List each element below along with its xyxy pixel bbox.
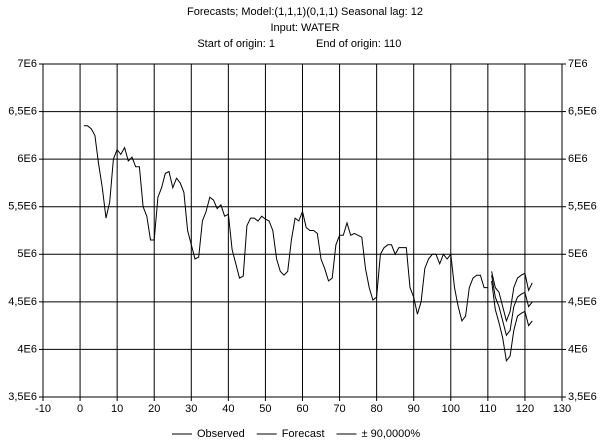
y2-tick-label: 6E6 <box>568 153 588 165</box>
x-tick-label: 130 <box>553 403 571 415</box>
y2-tick-label: 7E6 <box>568 58 588 70</box>
lower-bound-line <box>491 280 533 363</box>
legend-label: Observed <box>197 428 245 440</box>
x-tick-label: 90 <box>408 403 420 415</box>
y-tick-label: 6E6 <box>17 153 37 165</box>
y-tick-label: 4,5E6 <box>8 296 37 308</box>
y2-tick-label: 5,5E6 <box>568 201 597 213</box>
y-tick-label: 7E6 <box>17 58 37 70</box>
legend-label: ± 90,0000% <box>362 428 421 440</box>
x-tick-label: 80 <box>371 403 383 415</box>
x-tick-label: 120 <box>516 403 534 415</box>
y2-tick-label: 3,5E6 <box>568 391 597 403</box>
y2-tick-label: 4E6 <box>568 343 588 355</box>
chart-title: Forecasts; Model:(1,1,1)(0,1,1) Seasonal… <box>187 6 423 18</box>
x-tick-label: 110 <box>479 403 497 415</box>
plot-frame <box>42 63 563 398</box>
y-tick-label: 6,5E6 <box>8 105 37 117</box>
x-tick-label: 0 <box>77 403 83 415</box>
x-tick-label: 30 <box>185 403 197 415</box>
y-tick-label: 3,5E6 <box>8 391 37 403</box>
y2-tick-label: 5E6 <box>568 248 588 260</box>
origin-start: Start of origin: 1 <box>197 38 275 50</box>
x-tick-label: 100 <box>442 403 460 415</box>
x-tick-label: 60 <box>296 403 308 415</box>
x-tick-label: -10 <box>35 403 51 415</box>
y2-tick-label: 4,5E6 <box>568 296 597 308</box>
x-tick-label: 50 <box>259 403 271 415</box>
series-line <box>491 275 533 337</box>
x-tick-label: 10 <box>111 403 123 415</box>
series-line <box>83 125 488 323</box>
upper-bound-line <box>491 271 533 323</box>
x-tick-label: 40 <box>222 403 234 415</box>
legend-label: Forecast <box>282 428 325 440</box>
origin-end: End of origin: 110 <box>316 38 401 50</box>
y-tick-label: 5E6 <box>17 248 37 260</box>
y-tick-label: 4E6 <box>17 343 37 355</box>
y-tick-label: 5,5E6 <box>8 201 37 213</box>
chart-subtitle: Input: WATER <box>270 22 339 34</box>
x-tick-label: 20 <box>148 403 160 415</box>
x-tick-label: 70 <box>333 403 345 415</box>
y2-tick-label: 6,5E6 <box>568 105 597 117</box>
